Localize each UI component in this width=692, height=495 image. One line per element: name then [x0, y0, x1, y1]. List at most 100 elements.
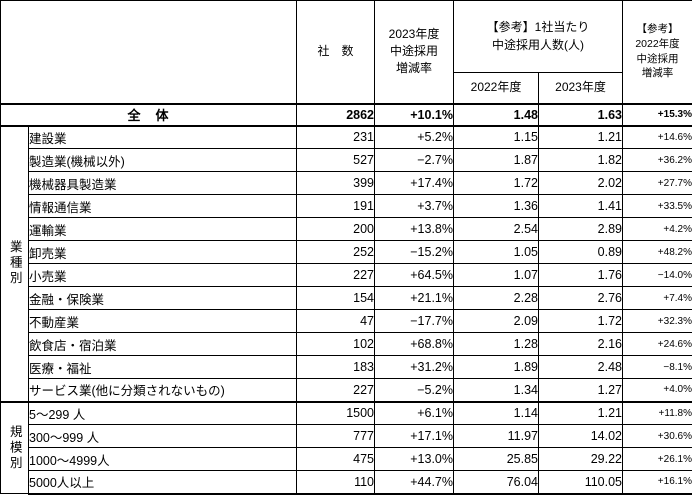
cell-label: 5〜299 人	[29, 402, 297, 425]
cell-per-2023: 1.21	[539, 402, 623, 425]
cell-companies: 47	[297, 310, 375, 333]
cell-rate-2023: +3.7%	[375, 195, 454, 218]
cell-rate-2023: +44.7%	[375, 471, 454, 494]
cell-per-2022: 1.89	[454, 356, 539, 379]
cell-rate-2022: −8.1%	[623, 356, 692, 379]
cell-per-2022: 1.05	[454, 241, 539, 264]
cell-rate-2023: −17.7%	[375, 310, 454, 333]
cell-per-2022: 1.07	[454, 264, 539, 287]
cell-per-2022: 1.72	[454, 172, 539, 195]
cell-label: 医療・福祉	[29, 356, 297, 379]
total-companies: 2862	[297, 104, 375, 126]
cell-rate-2022: +24.6%	[623, 333, 692, 356]
cell-rate-2023: +64.5%	[375, 264, 454, 287]
cell-companies: 191	[297, 195, 375, 218]
cell-label: 不動産業	[29, 310, 297, 333]
cell-label: 運輸業	[29, 218, 297, 241]
header-row-1: 社 数 2023年度 中途採用 増減率 【参考】1社当たり 中途採用人数(人) …	[1, 1, 692, 73]
cell-label: 機械器具製造業	[29, 172, 297, 195]
group-label: 業種別	[8, 240, 21, 287]
header-companies: 社 数	[297, 1, 375, 104]
total-row: 全 体 2862 +10.1% 1.48 1.63 +15.3%	[1, 104, 692, 126]
cell-companies: 252	[297, 241, 375, 264]
cell-companies: 527	[297, 149, 375, 172]
cell-rate-2023: +6.1%	[375, 402, 454, 425]
total-per-2023: 1.63	[539, 104, 623, 126]
cell-per-2023: 14.02	[539, 425, 623, 448]
cell-label: 飲食店・宿泊業	[29, 333, 297, 356]
cell-rate-2022: +48.2%	[623, 241, 692, 264]
cell-per-2023: 1.27	[539, 379, 623, 402]
header-ref-per-company: 【参考】1社当たり 中途採用人数(人)	[454, 1, 623, 73]
cell-per-2022: 2.28	[454, 287, 539, 310]
cell-per-2023: 1.72	[539, 310, 623, 333]
total-rate-2023: +10.1%	[375, 104, 454, 126]
header-sub-2023: 2023年度	[539, 73, 623, 104]
cell-companies: 200	[297, 218, 375, 241]
cell-rate-2023: +17.4%	[375, 172, 454, 195]
cell-per-2022: 1.15	[454, 126, 539, 149]
cell-companies: 231	[297, 126, 375, 149]
cell-per-2022: 1.34	[454, 379, 539, 402]
total-rate-2022: +15.3%	[623, 104, 692, 126]
cell-rate-2022: +4.2%	[623, 218, 692, 241]
cell-companies: 154	[297, 287, 375, 310]
cell-per-2023: 1.21	[539, 126, 623, 149]
header-rate-2023: 2023年度 中途採用 増減率	[375, 1, 454, 104]
cell-rate-2023: +31.2%	[375, 356, 454, 379]
cell-companies: 183	[297, 356, 375, 379]
cell-per-2022: 2.54	[454, 218, 539, 241]
cell-label: 5000人以上	[29, 471, 297, 494]
cell-per-2022: 2.09	[454, 310, 539, 333]
cell-companies: 475	[297, 448, 375, 471]
cell-rate-2023: +13.8%	[375, 218, 454, 241]
cell-label: 建設業	[29, 126, 297, 149]
cell-per-2023: 2.89	[539, 218, 623, 241]
cell-per-2023: 1.41	[539, 195, 623, 218]
cell-rate-2023: −15.2%	[375, 241, 454, 264]
cell-rate-2022: +32.3%	[623, 310, 692, 333]
group-label-cell: 業種別	[1, 126, 29, 402]
header-corner-cell	[1, 1, 297, 104]
cell-rate-2022: +4.0%	[623, 379, 692, 402]
cell-per-2022: 1.14	[454, 402, 539, 425]
cell-label: サービス業(他に分類されないもの)	[29, 379, 297, 402]
header-ref-rate-2022: 【参考】 2022年度 中途採用 増減率	[623, 1, 692, 104]
cell-rate-2022: +30.6%	[623, 425, 692, 448]
cell-per-2022: 25.85	[454, 448, 539, 471]
cell-rate-2023: +5.2%	[375, 126, 454, 149]
cell-companies: 399	[297, 172, 375, 195]
cell-rate-2022: +7.4%	[623, 287, 692, 310]
cell-companies: 102	[297, 333, 375, 356]
cell-rate-2022: +36.2%	[623, 149, 692, 172]
cell-rate-2022: +14.6%	[623, 126, 692, 149]
cell-per-2023: 0.89	[539, 241, 623, 264]
cell-companies: 110	[297, 471, 375, 494]
cell-rate-2023: +68.8%	[375, 333, 454, 356]
cell-rate-2022: +26.1%	[623, 448, 692, 471]
cell-per-2022: 76.04	[454, 471, 539, 494]
cell-per-2022: 1.87	[454, 149, 539, 172]
cell-companies: 227	[297, 379, 375, 402]
total-per-2022: 1.48	[454, 104, 539, 126]
cell-companies: 227	[297, 264, 375, 287]
cell-label: 製造業(機械以外)	[29, 149, 297, 172]
cell-per-2023: 110.05	[539, 471, 623, 494]
cell-rate-2023: +13.0%	[375, 448, 454, 471]
group-label-cell: 規模別	[1, 402, 29, 494]
cell-companies: 777	[297, 425, 375, 448]
